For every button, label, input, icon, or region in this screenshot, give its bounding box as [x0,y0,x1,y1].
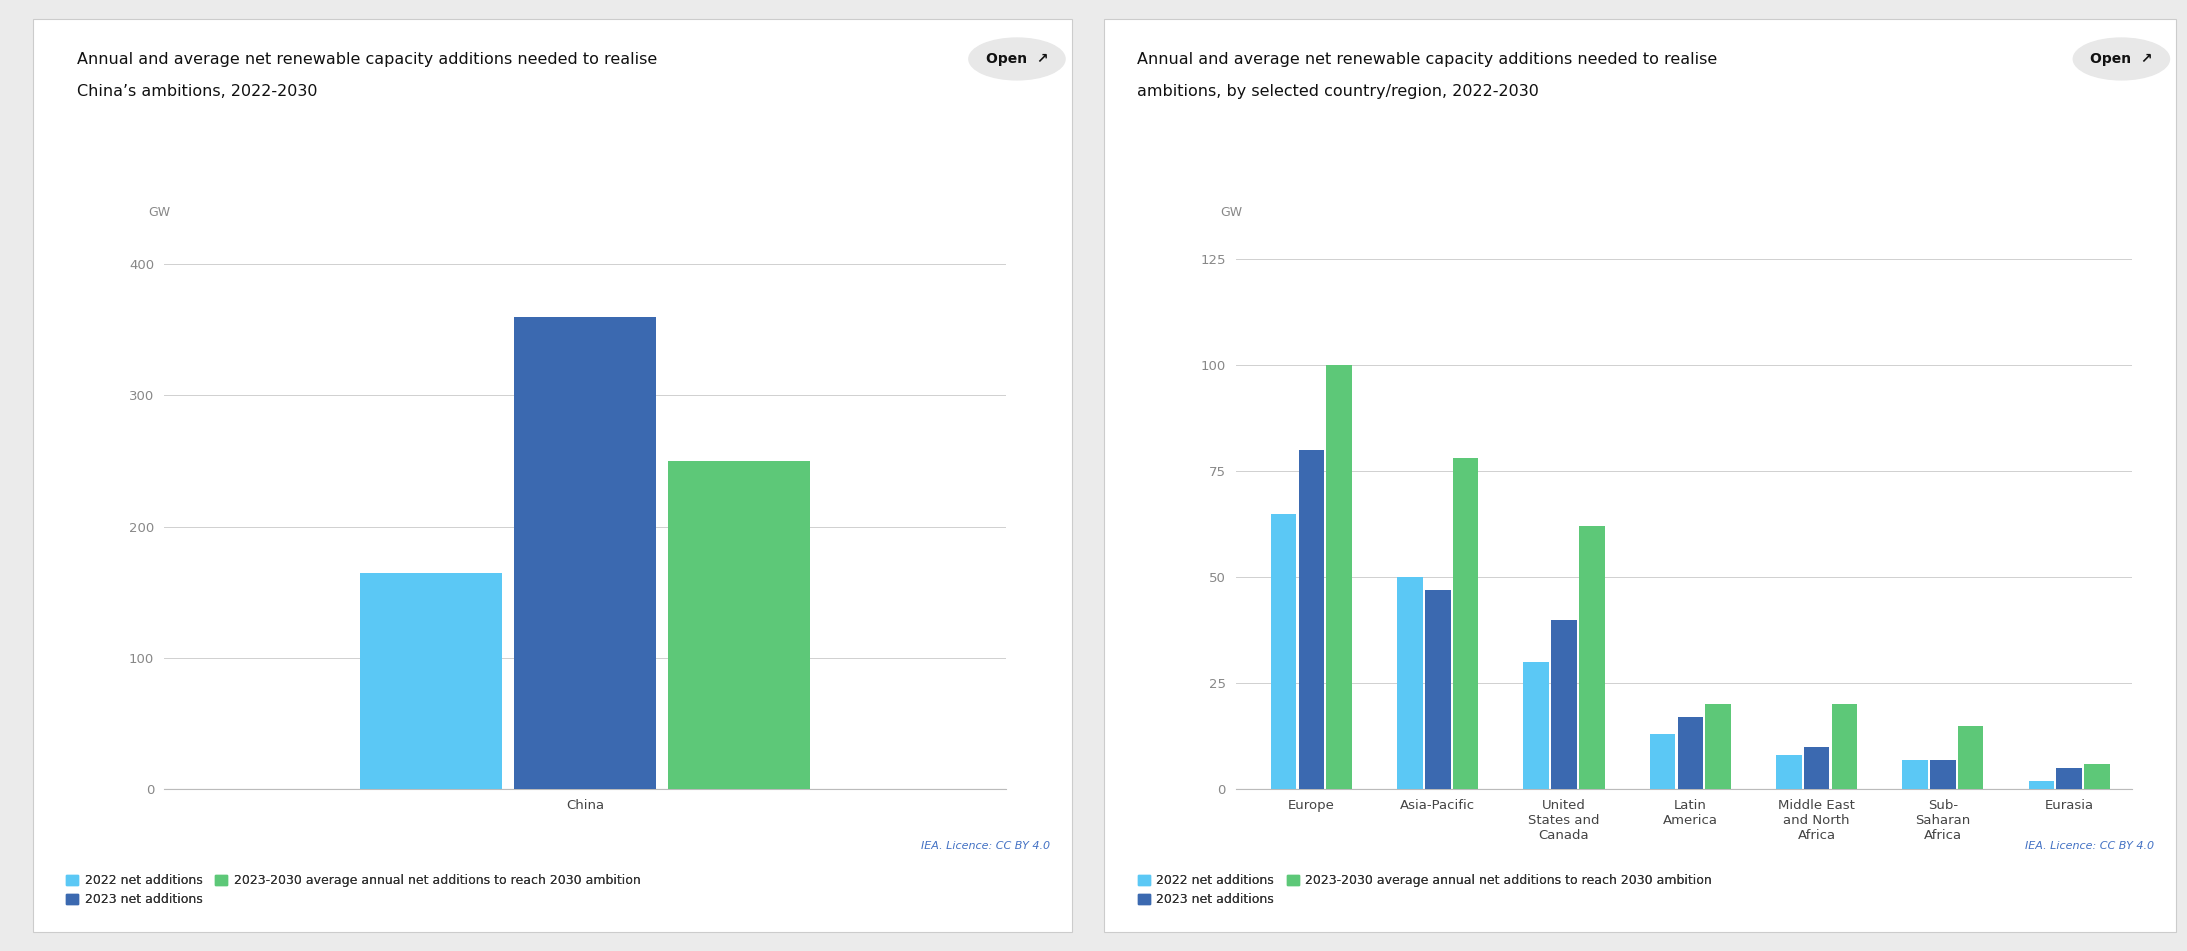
Bar [1397,577,1424,789]
Text: GW: GW [149,205,171,219]
Bar [1831,705,1857,789]
Bar [1328,365,1352,789]
Bar [1452,458,1478,789]
Bar [1776,755,1802,789]
Text: IEA. Licence: CC BY 4.0: IEA. Licence: CC BY 4.0 [921,841,1050,851]
Bar [1271,514,1297,789]
Text: China’s ambitions, 2022-2030: China’s ambitions, 2022-2030 [77,84,317,99]
Text: Open  ↗: Open ↗ [986,52,1048,66]
Text: GW: GW [1220,205,1242,219]
Bar [359,573,501,789]
Bar [1957,726,1984,789]
Text: Annual and average net renewable capacity additions needed to realise: Annual and average net renewable capacit… [77,52,656,68]
Text: Annual and average net renewable capacity additions needed to realise: Annual and average net renewable capacit… [1137,52,1717,68]
Bar [1551,620,1577,789]
Bar [1524,662,1548,789]
Legend: 2022 net additions, 2023 net additions, 2023-2030 average annual net additions t: 2022 net additions, 2023 net additions, … [61,869,645,911]
Bar [2056,768,2082,789]
Bar [1579,526,1605,789]
Bar [1804,747,1828,789]
Bar [2030,781,2054,789]
Bar [1299,450,1323,789]
Bar [1649,734,1675,789]
Legend: 2022 net additions, 2023 net additions, 2023-2030 average annual net additions t: 2022 net additions, 2023 net additions, … [1133,869,1717,911]
Bar [1903,760,1929,789]
Text: IEA. Licence: CC BY 4.0: IEA. Licence: CC BY 4.0 [2025,841,2154,851]
Bar [1706,705,1730,789]
Bar [669,461,811,789]
Bar [514,317,656,789]
Text: Open  ↗: Open ↗ [2091,52,2152,66]
Text: ambitions, by selected country/region, 2022-2030: ambitions, by selected country/region, 2… [1137,84,1540,99]
Bar [1931,760,1955,789]
Bar [1677,717,1704,789]
Bar [2084,764,2110,789]
Bar [1426,590,1450,789]
